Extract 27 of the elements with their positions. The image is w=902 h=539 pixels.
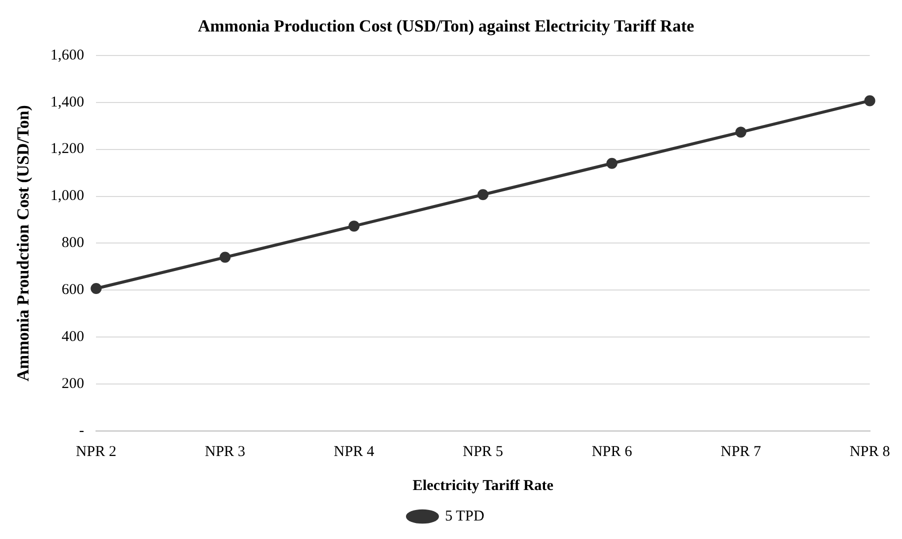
x-tick-label: NPR 2 — [76, 444, 116, 460]
y-tick-label: - — [79, 422, 84, 439]
point — [477, 189, 488, 200]
point — [606, 158, 618, 169]
x-tick-label: NPR 5 — [462, 444, 504, 460]
chart-title: Ammonia Production Cost (USD/Ton) against Electricity Tariff Rate — [198, 16, 695, 36]
y-tick-label: 400 — [62, 329, 84, 346]
y-tick-label: 1,000 — [50, 188, 84, 204]
point — [735, 126, 746, 138]
x-tick-label: NPR 6 — [592, 444, 633, 460]
x-tick-label: NPR 4 — [334, 444, 375, 460]
y-tick-label: 200 — [62, 376, 84, 392]
x-tick-label: NPR 3 — [204, 444, 246, 460]
y-tick-label: 1,600 — [50, 47, 84, 64]
y-tick-label: 600 — [62, 282, 84, 298]
point — [348, 220, 360, 232]
y-tick-label: 800 — [62, 235, 84, 252]
x-tick-label: NPR 8 — [850, 444, 890, 460]
point — [90, 283, 102, 294]
y-tick-label: 1,400 — [50, 94, 84, 110]
y-axis-title: Ammonia Proudction Cost (USD/Ton) — [14, 105, 33, 382]
point — [864, 95, 876, 106]
y-tick-label: 1,200 — [50, 141, 84, 158]
legend-label: 5 TPD — [444, 508, 484, 524]
x-tick-label: NPR 7 — [720, 444, 762, 460]
point — [220, 252, 231, 263]
x-axis-title: Electricity Tariff Rate — [412, 478, 554, 494]
